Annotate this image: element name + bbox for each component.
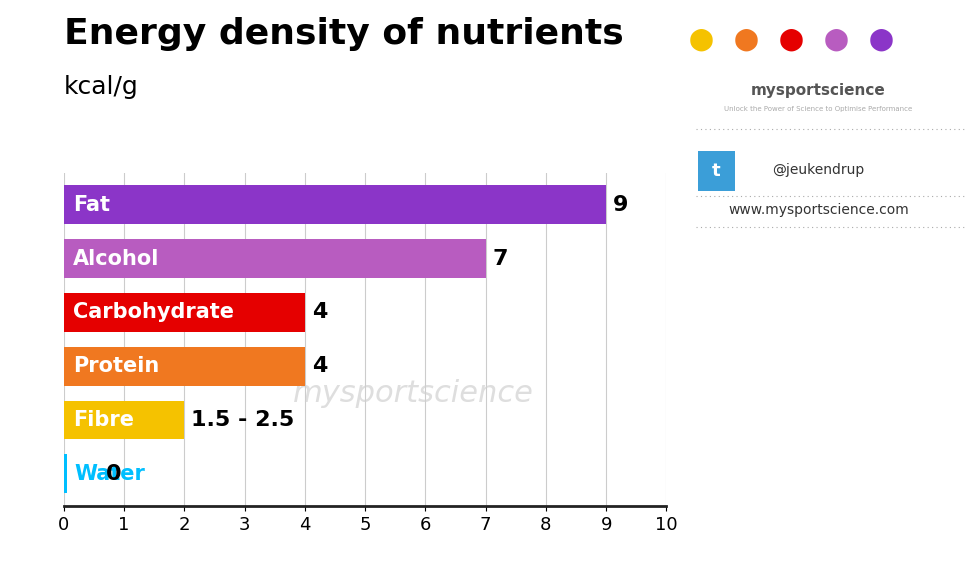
Bar xyxy=(64,185,606,224)
Text: 4: 4 xyxy=(312,356,327,376)
Text: ⬤: ⬤ xyxy=(733,29,759,52)
Text: Alcohol: Alcohol xyxy=(73,248,159,269)
Text: www.mysportscience.com: www.mysportscience.com xyxy=(728,203,908,217)
Bar xyxy=(64,347,305,385)
FancyBboxPatch shape xyxy=(696,149,737,193)
Text: Water: Water xyxy=(74,463,145,484)
Text: 9: 9 xyxy=(613,195,629,215)
Text: kcal/g: kcal/g xyxy=(64,75,138,99)
Bar xyxy=(64,454,67,493)
Text: mysportscience: mysportscience xyxy=(293,378,534,408)
Text: Energy density of nutrients: Energy density of nutrients xyxy=(64,17,623,51)
Text: Fibre: Fibre xyxy=(73,410,133,430)
Text: Carbohydrate: Carbohydrate xyxy=(73,302,234,323)
Text: Protein: Protein xyxy=(73,356,159,376)
Bar xyxy=(64,239,485,278)
Bar xyxy=(64,293,305,332)
Text: t: t xyxy=(712,162,720,180)
Text: Fat: Fat xyxy=(73,195,110,215)
Text: 1.5 - 2.5: 1.5 - 2.5 xyxy=(191,410,295,430)
Text: 7: 7 xyxy=(493,248,509,269)
Text: mysportscience: mysportscience xyxy=(751,83,886,98)
Text: 0: 0 xyxy=(106,463,122,484)
Text: @jeukendrup: @jeukendrup xyxy=(772,163,864,177)
Text: ⬤: ⬤ xyxy=(688,29,713,52)
Text: ⬤: ⬤ xyxy=(823,29,849,52)
Text: Unlock the Power of Science to Optimise Performance: Unlock the Power of Science to Optimise … xyxy=(724,106,912,112)
Text: ⬤: ⬤ xyxy=(868,29,894,52)
Text: 4: 4 xyxy=(312,302,327,323)
Text: ⬤: ⬤ xyxy=(778,29,804,52)
Bar xyxy=(64,401,184,439)
